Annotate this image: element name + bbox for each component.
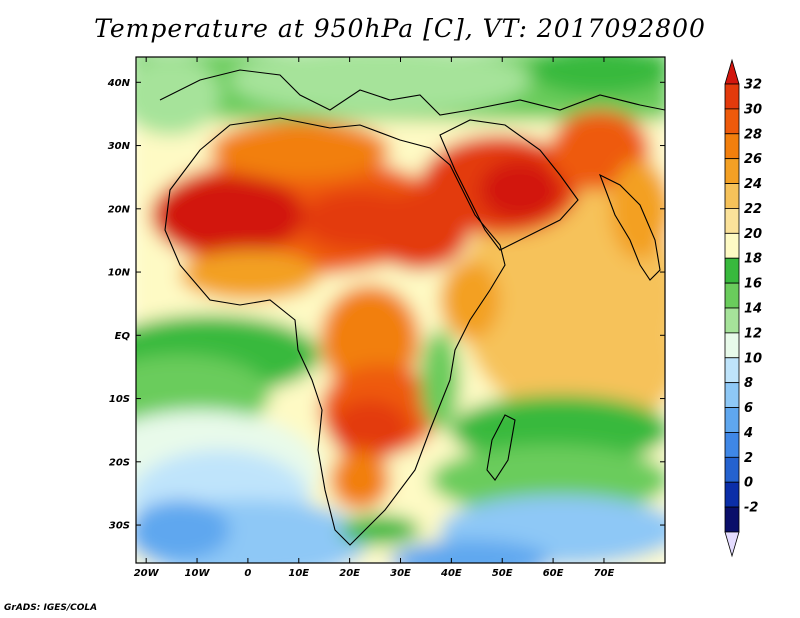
colorbar-swatch bbox=[724, 382, 740, 408]
colorbar-swatch bbox=[724, 232, 740, 259]
lat-label: 30S bbox=[109, 521, 130, 532]
africa-coastline bbox=[164, 117, 506, 546]
colorbar-swatch bbox=[724, 133, 740, 160]
colorbar-label: 32 bbox=[744, 78, 762, 93]
india-coastline bbox=[598, 173, 661, 281]
colorbar-swatch bbox=[724, 257, 740, 284]
colorbar-label: 28 bbox=[744, 127, 762, 142]
colorbar-swatch bbox=[724, 407, 740, 433]
colorbar-swatch bbox=[724, 158, 740, 184]
colorbar-label: 8 bbox=[744, 376, 753, 391]
lat-label: EQ bbox=[115, 331, 131, 342]
colorbar-label: 16 bbox=[744, 277, 762, 292]
colorbar-top-arrow bbox=[724, 58, 740, 85]
lat-label: 30N bbox=[108, 141, 131, 152]
grads-credit: GrADS: IGES/COLA bbox=[4, 603, 98, 613]
lon-label: 70E bbox=[594, 568, 615, 579]
colorbar-label: 10 bbox=[744, 351, 762, 366]
lat-label: 10N bbox=[108, 268, 131, 279]
colorbar-label: 24 bbox=[744, 177, 762, 192]
lon-label: 60E bbox=[543, 568, 564, 579]
lon-label: 50E bbox=[492, 568, 513, 579]
lon-label: 20E bbox=[339, 568, 360, 579]
colorbar-label: 30 bbox=[744, 102, 762, 117]
colorbar-swatch bbox=[724, 282, 740, 309]
lon-label: 30E bbox=[390, 568, 411, 579]
colorbar-label: 4 bbox=[743, 426, 753, 441]
lon-label: 20W bbox=[134, 568, 160, 579]
colorbar-label: 22 bbox=[744, 202, 762, 217]
lat-label: 10S bbox=[109, 394, 130, 405]
lat-label: 20N bbox=[108, 204, 131, 215]
colorbar-label: 2 bbox=[744, 451, 753, 466]
lon-label: 10W bbox=[185, 568, 211, 579]
lon-label: 40E bbox=[440, 568, 462, 579]
lat-label: 20S bbox=[109, 457, 130, 468]
colorbar-label: 18 bbox=[744, 252, 762, 267]
map-title: Temperature at 950hPa [C], VT: 201709280… bbox=[94, 14, 706, 43]
coastlines bbox=[159, 69, 665, 546]
colorbar-label: 6 bbox=[744, 401, 753, 416]
arabia-coastline bbox=[439, 119, 579, 251]
colorbar-swatch bbox=[724, 432, 740, 458]
europe-coastline bbox=[159, 69, 665, 116]
colorbar-swatch bbox=[724, 481, 740, 508]
colorbar-swatch bbox=[724, 307, 740, 334]
colorbar-swatch bbox=[724, 456, 740, 483]
colorbar-bottom-arrow bbox=[724, 531, 740, 558]
temperature-field bbox=[136, 57, 665, 563]
colorbar-swatch bbox=[724, 506, 740, 533]
colorbar-label: 20 bbox=[744, 227, 762, 242]
colorbar-swatch bbox=[724, 108, 740, 135]
colorbar-swatch bbox=[724, 332, 740, 359]
lat-label: 40N bbox=[107, 78, 131, 89]
temperature-map: 40N 30N 20N 10N EQ 10S 20S 30S 20W 10W 0 10E 20E 30E… bbox=[107, 56, 762, 579]
madagascar-coastline bbox=[486, 414, 516, 481]
colorbar-label: 14 bbox=[744, 302, 762, 317]
colorbar-label: 0 bbox=[744, 476, 753, 491]
lon-label: 10E bbox=[288, 568, 309, 579]
colorbar-label: -2 bbox=[744, 501, 758, 516]
colorbar-swatch bbox=[724, 183, 740, 209]
latitude-axis: 40N 30N 20N 10N EQ 10S 20S 30S bbox=[107, 78, 665, 532]
colorbar-label: 12 bbox=[744, 326, 762, 341]
colorbar-swatch bbox=[724, 83, 740, 110]
colorbar-swatch bbox=[724, 357, 740, 384]
colorbar-label: 26 bbox=[744, 152, 762, 167]
colorbar-swatch bbox=[724, 208, 740, 234]
longitude-axis: 20W 10W 0 10E 20E 30E 40E 50E 60E 70E bbox=[134, 57, 615, 579]
lon-label: 0 bbox=[244, 568, 251, 579]
